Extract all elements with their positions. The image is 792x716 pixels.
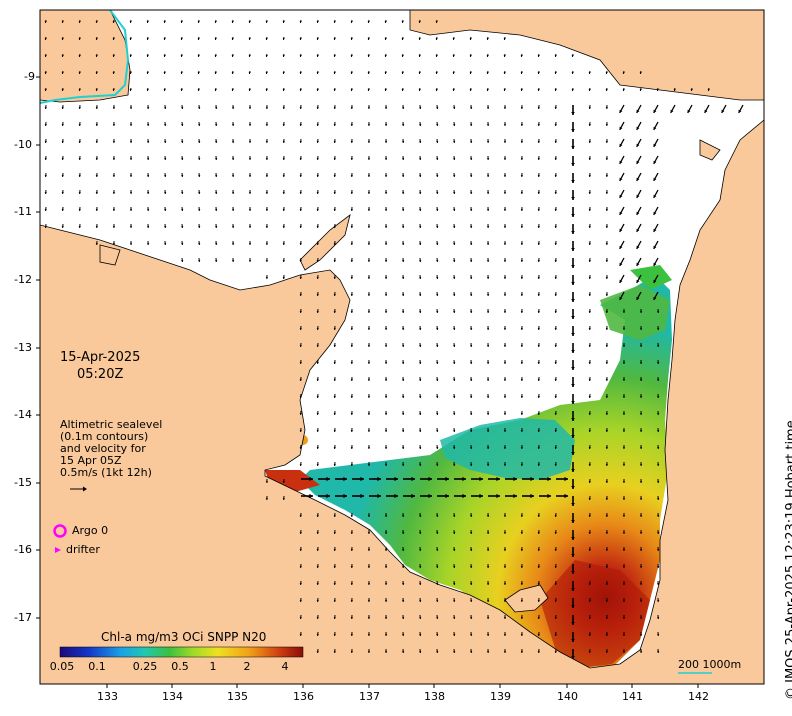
x-tick-label: 134 — [162, 690, 183, 703]
colorbar-title: Chl-a mg/m3 OCi SNPP N20 — [101, 630, 267, 644]
torres-islands — [699, 139, 721, 161]
cape-york-peninsula — [40, 119, 764, 684]
drifter-label: drifter — [66, 543, 100, 556]
scale-label: 200 1000m — [678, 658, 742, 671]
y-tick-label: ‐13 — [14, 341, 32, 354]
x-tick-label: 142 — [688, 690, 709, 703]
x-tick-label: 140 — [557, 690, 578, 703]
legend-line: 15 Apr 05Z — [60, 454, 122, 467]
y-tick-label: ‐9 — [24, 70, 35, 83]
mornington-island — [504, 584, 549, 613]
x-tick-label: 133 — [97, 690, 118, 703]
map-time: 05:20Z — [77, 367, 124, 382]
y-tick-label: ‐16 — [14, 543, 32, 556]
colorbar-tick-label: 0.5 — [171, 660, 189, 673]
sealevel-contour — [40, 10, 130, 104]
x-tick-label: 135 — [227, 690, 248, 703]
x-axis-ticks — [106, 684, 699, 688]
legend-line: Altimetric sealevel — [60, 418, 163, 431]
y-axis-ticks — [36, 76, 40, 619]
map-frame — [39, 9, 765, 685]
colorbar-tick-label: 0.1 — [88, 660, 106, 673]
drifter-marker-icon — [55, 547, 61, 553]
top-right-landmass — [409, 10, 764, 101]
legend-arrow-icon — [70, 486, 87, 492]
wessel-islands — [299, 214, 351, 271]
colorbar-tick-label: 0.05 — [49, 660, 75, 673]
argo-label: Argo 0 — [72, 524, 109, 537]
velocity-arrows — [44, 19, 744, 659]
velocity-legend: Altimetric sealevel (0.1m contours) and … — [60, 419, 162, 479]
colorbar-tick-label: 0.25 — [132, 660, 158, 673]
colorbar-bar — [59, 646, 304, 658]
legend-line: (0.1m contours) — [60, 430, 149, 443]
colorbar-tick-label: 2 — [243, 660, 251, 673]
map-date: 15-Apr-2025 — [60, 350, 141, 365]
top-left-coast — [40, 10, 131, 103]
y-tick-label: ‐11 — [14, 205, 32, 218]
x-tick-label: 136 — [293, 690, 314, 703]
x-tick-label: 141 — [622, 690, 643, 703]
colorbar-tick-label: 1 — [209, 660, 217, 673]
legend-line: 0.5m/s (1kt 12h) — [60, 466, 152, 479]
y-tick-label: ‐10 — [14, 138, 32, 151]
argo-marker-icon — [53, 524, 67, 538]
y-tick-label: ‐17 — [14, 611, 32, 624]
y-tick-label: ‐14 — [14, 408, 32, 421]
x-tick-label: 139 — [490, 690, 511, 703]
credit-text: © IMOS 25-Apr-2025 12:23:19 Hobart time — [784, 420, 792, 700]
x-tick-label: 137 — [359, 690, 380, 703]
land-areas — [40, 10, 764, 684]
colorbar-tick-label: 4 — [281, 660, 289, 673]
x-tick-label: 138 — [424, 690, 445, 703]
y-tick-label: ‐12 — [14, 273, 32, 286]
groote-eylandt — [99, 244, 121, 266]
legend-line: and velocity for — [60, 442, 146, 455]
y-tick-label: ‐15 — [14, 476, 32, 489]
